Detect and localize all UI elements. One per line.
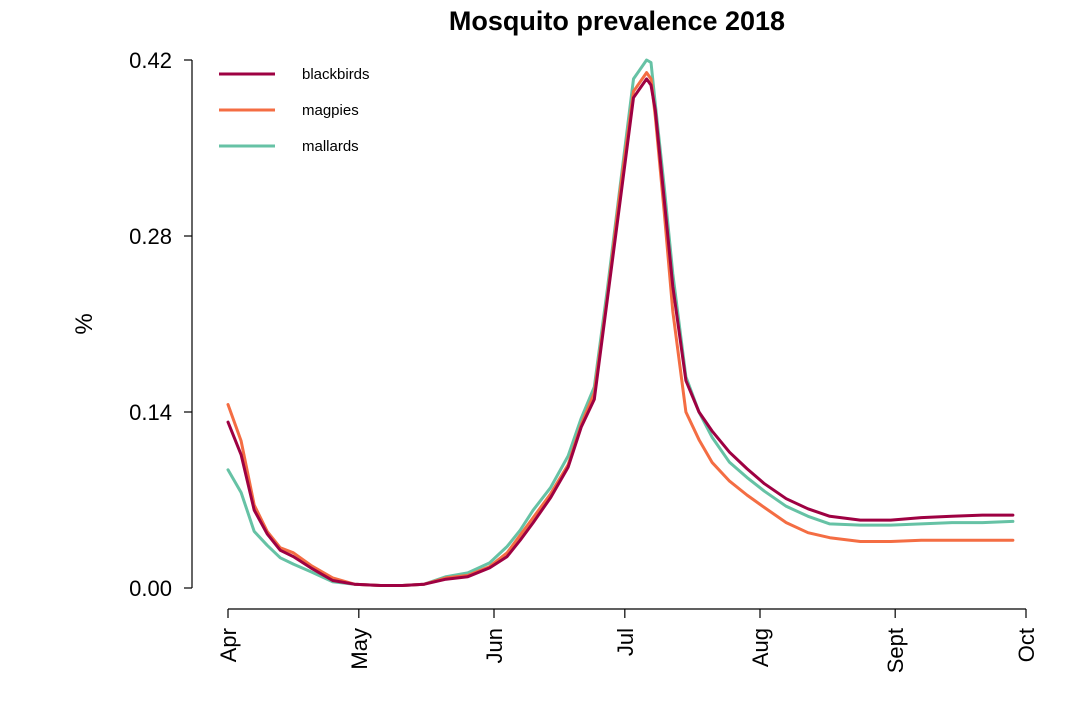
y-tick-label: 0.28 — [129, 224, 172, 249]
legend-label-blackbirds: blackbirds — [302, 66, 370, 83]
x-tick-label: Oct — [1014, 628, 1039, 662]
series-line-blackbirds — [226, 77, 1015, 587]
legend-label-magpies: magpies — [302, 102, 359, 119]
legend-label-mallards: mallards — [302, 138, 359, 155]
x-axis-ticks: Apr May Jun Jul Aug Sept Oct — [216, 609, 1039, 673]
chart-title: Mosquito prevalence 2018 — [449, 6, 785, 36]
x-tick-label: Sept — [883, 628, 908, 673]
y-tick-label: 0.00 — [129, 576, 172, 601]
x-tick-label: Apr — [216, 628, 241, 662]
x-tick-label: Jun — [482, 628, 507, 663]
x-tick-label: Jul — [613, 628, 638, 656]
y-axis-ticks: 0.00 0.14 0.28 0.42 — [129, 48, 192, 601]
y-tick-label: 0.14 — [129, 400, 172, 425]
legend: blackbirds magpies mallards — [219, 66, 370, 155]
x-tick-label: Aug — [748, 628, 773, 667]
y-tick-label: 0.42 — [129, 48, 172, 73]
series-lines — [226, 58, 1015, 587]
x-tick-label: May — [347, 628, 372, 670]
y-axis-label: % — [71, 313, 98, 334]
